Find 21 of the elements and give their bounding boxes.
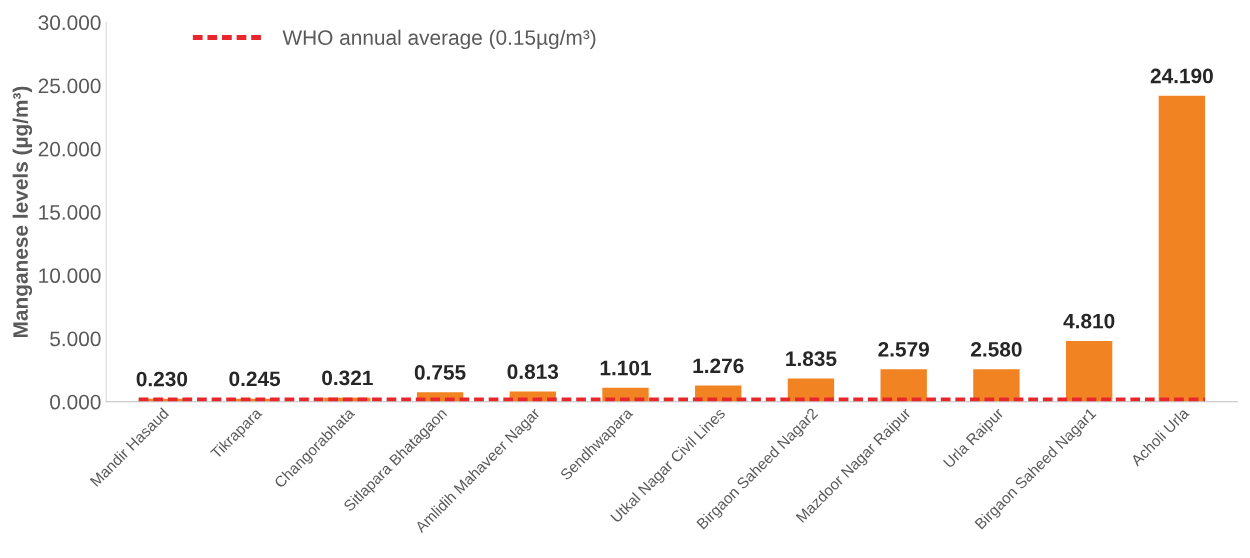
y-tick-label: 15.000 xyxy=(39,205,101,220)
y-tick-label: 25.000 xyxy=(38,78,101,94)
legend-label: WHO annual average (0.15µg/m³) xyxy=(282,29,596,50)
data-label: 0.245 xyxy=(229,371,281,387)
y-tick-label: 0.000 xyxy=(50,394,101,410)
y-tick-label: 10.000 xyxy=(39,268,101,284)
data-label: 24.190 xyxy=(1150,68,1213,84)
y-axis-title: Manganese levels (µg/m³) xyxy=(12,86,33,338)
data-label: 0.813 xyxy=(507,364,559,380)
data-label: 1.835 xyxy=(786,351,837,367)
data-label: 0.321 xyxy=(322,370,373,386)
data-label: 4.810 xyxy=(1063,313,1115,329)
data-label: 0.230 xyxy=(136,371,188,387)
y-tick-label: 5.000 xyxy=(50,331,101,347)
data-label: 1.101 xyxy=(600,360,651,376)
y-tick-label: 20.000 xyxy=(38,141,101,157)
data-label: 0.755 xyxy=(414,365,466,380)
data-label: 2.579 xyxy=(878,341,929,357)
data-label: 2.580 xyxy=(971,341,1022,357)
y-tick-label: 30.000 xyxy=(38,15,101,31)
data-label: 1.276 xyxy=(693,358,744,374)
